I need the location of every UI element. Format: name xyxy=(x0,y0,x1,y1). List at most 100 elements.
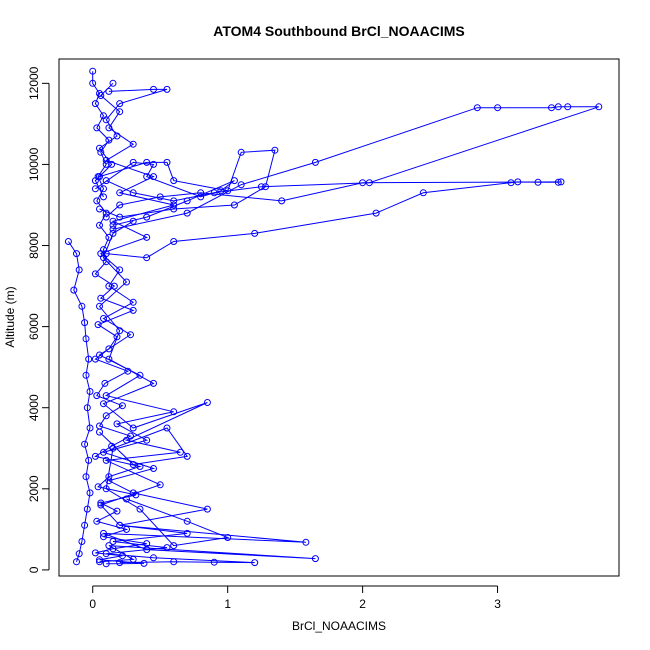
data-point xyxy=(78,538,86,545)
data-point xyxy=(554,178,562,186)
data-point xyxy=(311,158,319,166)
data-point xyxy=(203,505,211,513)
data-point xyxy=(564,103,572,111)
data-point xyxy=(150,554,157,562)
chart-title: ATOM4 Southbound BrCl_NOAACIMS xyxy=(213,23,464,39)
data-point xyxy=(102,485,110,493)
data-point xyxy=(129,424,137,432)
data-point xyxy=(170,542,178,550)
data-point xyxy=(109,79,117,87)
data-point xyxy=(143,436,151,444)
data-point xyxy=(105,282,113,290)
data-point xyxy=(143,254,151,262)
plot-frame xyxy=(58,58,620,577)
data-point xyxy=(197,193,205,201)
data-point xyxy=(102,392,110,400)
data-point xyxy=(102,250,110,258)
data-point xyxy=(163,424,171,432)
data-point xyxy=(156,193,164,201)
data-point xyxy=(116,201,124,209)
data-point xyxy=(365,179,373,187)
data-point xyxy=(97,294,105,302)
data-point xyxy=(113,132,121,140)
data-point xyxy=(183,517,191,525)
data-point xyxy=(554,103,562,111)
data-point xyxy=(105,477,113,485)
data-point xyxy=(136,505,144,513)
data-point xyxy=(93,392,101,400)
data-point xyxy=(230,177,238,185)
data-point xyxy=(473,104,481,112)
data-point xyxy=(94,321,102,329)
series-line xyxy=(98,82,255,564)
data-point xyxy=(109,538,117,545)
data-point xyxy=(100,193,107,201)
series-line xyxy=(67,241,91,562)
data-point xyxy=(170,558,178,566)
data-point xyxy=(237,148,245,156)
series-2 xyxy=(96,79,259,567)
data-point xyxy=(170,238,178,245)
data-point xyxy=(96,221,103,229)
data-point xyxy=(81,440,89,448)
data-point xyxy=(534,178,542,186)
data-point xyxy=(150,465,157,472)
data-point xyxy=(257,183,265,191)
data-point xyxy=(94,483,102,491)
series-1 xyxy=(89,67,151,568)
x-axis-label: BrCl_NOAACIMS xyxy=(292,619,386,633)
y-tick-label: 12000 xyxy=(27,66,41,100)
series-line xyxy=(94,88,168,198)
data-point xyxy=(116,266,124,274)
data-point xyxy=(96,144,103,152)
data-point xyxy=(102,116,110,124)
x-tick-label: 1 xyxy=(224,597,231,611)
data-point xyxy=(102,213,110,221)
data-point xyxy=(75,550,83,558)
data-point xyxy=(109,217,117,225)
series-line xyxy=(105,181,562,259)
data-point xyxy=(93,517,101,525)
series-line xyxy=(99,149,276,218)
data-point xyxy=(81,319,89,327)
data-point xyxy=(86,489,94,497)
data-point xyxy=(150,85,157,93)
series-5 xyxy=(102,103,603,233)
data-point xyxy=(96,173,103,181)
data-point xyxy=(116,100,124,108)
y-axis: 0 2000 4000 6000 8000 10000 12000 xyxy=(27,66,50,573)
data-point xyxy=(89,67,97,75)
data-point xyxy=(85,456,93,464)
data-point xyxy=(372,209,380,217)
y-tick-label: 6000 xyxy=(27,313,41,340)
y-tick-label: 4000 xyxy=(27,394,41,421)
data-point xyxy=(116,559,124,567)
series-3 xyxy=(96,217,319,566)
data-point xyxy=(163,158,171,166)
data-point xyxy=(494,104,502,112)
data-point xyxy=(129,158,137,166)
data-point xyxy=(170,197,178,205)
data-point xyxy=(251,559,259,567)
data-point xyxy=(91,100,99,108)
data-point xyxy=(91,355,99,363)
data-point xyxy=(156,481,164,489)
data-point xyxy=(118,402,126,410)
data-point xyxy=(278,197,286,205)
data-point xyxy=(102,412,110,420)
data-point xyxy=(140,559,148,567)
data-point xyxy=(183,529,191,537)
data-point xyxy=(96,556,103,564)
x-tick-label: 2 xyxy=(359,597,366,611)
data-point xyxy=(129,461,137,468)
data-point xyxy=(116,521,124,529)
data-point xyxy=(96,428,103,436)
data-point xyxy=(419,189,427,197)
data-point xyxy=(100,448,107,456)
data-point xyxy=(217,187,225,195)
series-8 xyxy=(64,238,94,566)
data-point xyxy=(102,560,110,568)
data-point xyxy=(129,298,137,306)
series-line xyxy=(105,106,599,230)
data-point xyxy=(91,185,99,193)
